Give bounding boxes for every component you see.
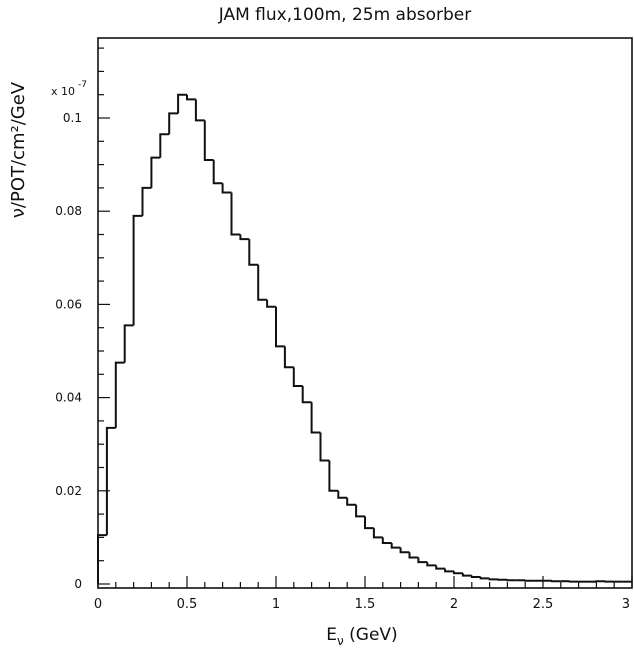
histogram-bin-37 bbox=[427, 562, 436, 565]
histogram-bin-12 bbox=[205, 120, 214, 160]
histogram-bin-1 bbox=[107, 428, 116, 535]
y-tick-label-3: 0.06 bbox=[55, 297, 82, 311]
histogram-bin-19 bbox=[267, 300, 276, 307]
histogram-bin-30 bbox=[365, 516, 374, 528]
x-axis-label-main: E bbox=[326, 625, 337, 645]
histogram-bin-28 bbox=[347, 498, 356, 505]
histogram-bin-36 bbox=[418, 557, 427, 562]
histogram-bin-25 bbox=[321, 433, 330, 461]
x-axis-label: Eν (GeV) bbox=[326, 625, 397, 648]
histogram-bin-15 bbox=[232, 193, 241, 235]
y-axis-ticks: 0 0.02 0.04 0.06 0.08 0.1 bbox=[55, 48, 110, 591]
histogram-bin-10 bbox=[187, 95, 196, 100]
y-tick-label-4: 0.08 bbox=[55, 204, 82, 218]
histogram-bin-34 bbox=[401, 548, 410, 553]
histogram-bin-18 bbox=[258, 265, 267, 300]
x-tick-label-5: 2.5 bbox=[533, 597, 554, 612]
histogram-bin-11 bbox=[196, 99, 205, 120]
histogram-bin-13 bbox=[214, 160, 223, 183]
y-tick-label-5: 0.1 bbox=[63, 111, 82, 125]
histogram-bin-43 bbox=[481, 577, 490, 578]
histogram-bin-44 bbox=[490, 578, 499, 579]
histogram-bin-40 bbox=[454, 571, 463, 573]
y-tick-label-0: 0 bbox=[74, 577, 82, 591]
histogram-bin-23 bbox=[303, 386, 312, 402]
histogram-bin-22 bbox=[294, 367, 303, 386]
histogram-bin-16 bbox=[240, 235, 249, 240]
histogram-bin-39 bbox=[445, 569, 454, 572]
histogram-bin-7 bbox=[160, 134, 169, 157]
y-multiplier-exponent: -7 bbox=[78, 80, 87, 90]
y-tick-label-1: 0.02 bbox=[55, 484, 82, 498]
histogram-bin-3 bbox=[125, 325, 134, 362]
histogram-bin-2 bbox=[116, 363, 125, 428]
histogram-bin-33 bbox=[392, 543, 401, 548]
y-tick-label-2: 0.04 bbox=[55, 391, 82, 405]
histogram-bin-42 bbox=[472, 576, 481, 577]
x-tick-label-3: 1.5 bbox=[355, 597, 376, 612]
histogram-bin-38 bbox=[436, 565, 445, 568]
y-multiplier: x 10 -7 bbox=[51, 80, 87, 98]
histogram-bin-21 bbox=[285, 346, 294, 367]
x-tick-label-2: 1 bbox=[272, 597, 280, 612]
histogram-bin-0 bbox=[98, 535, 107, 584]
x-tick-label-0: 0 bbox=[94, 597, 102, 612]
histogram-bin-9 bbox=[178, 95, 187, 114]
histogram-bin-6 bbox=[151, 158, 160, 188]
histogram-bin-32 bbox=[383, 537, 392, 543]
plot-frame bbox=[98, 38, 632, 588]
histogram-bin-26 bbox=[329, 461, 338, 491]
chart-title: JAM flux,100m, 25m absorber bbox=[218, 5, 471, 25]
histogram-bin-4 bbox=[134, 216, 143, 326]
x-axis-label-unit: (GeV) bbox=[344, 625, 398, 645]
histogram-bin-20 bbox=[276, 307, 285, 347]
histogram-bin-35 bbox=[410, 552, 419, 557]
histogram-bin-24 bbox=[312, 402, 321, 432]
x-tick-label-6: 3 bbox=[622, 597, 630, 612]
y-multiplier-base: x 10 bbox=[51, 85, 75, 98]
histogram-bin-17 bbox=[249, 239, 258, 265]
histogram-bin-27 bbox=[338, 491, 347, 498]
histogram-bin-14 bbox=[223, 183, 232, 192]
x-tick-label-1: 0.5 bbox=[177, 597, 198, 612]
x-tick-label-4: 2 bbox=[450, 597, 458, 612]
histogram-bin-5 bbox=[143, 188, 152, 216]
histogram-bin-29 bbox=[356, 505, 365, 517]
histogram-bin-41 bbox=[463, 573, 472, 575]
histogram-bins bbox=[98, 95, 632, 584]
histogram-bin-31 bbox=[374, 528, 383, 537]
histogram-bin-8 bbox=[169, 113, 178, 134]
y-axis-label: ν/POT/cm²/GeV bbox=[8, 81, 29, 218]
